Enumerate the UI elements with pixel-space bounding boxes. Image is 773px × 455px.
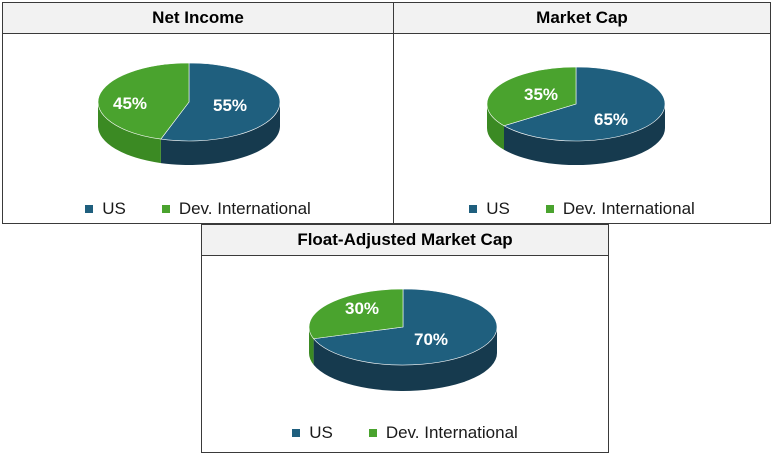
data-label-intl: 35% — [524, 85, 558, 104]
data-label-us: 70% — [414, 330, 448, 349]
legend-swatch-intl — [161, 205, 170, 213]
legend-swatch-intl — [545, 205, 554, 213]
pie-side-us — [160, 102, 280, 165]
legend-item-us: US — [85, 199, 126, 219]
pie-slice-us — [160, 62, 281, 142]
legend: US Dev. International — [202, 423, 608, 443]
legend-swatch-intl — [368, 429, 377, 437]
legend-label-us: US — [486, 199, 510, 218]
legend: US Dev. International — [394, 199, 770, 219]
legend-swatch-us — [292, 429, 301, 437]
chart-title: Net Income — [3, 3, 393, 34]
pie-slice-us — [503, 66, 666, 142]
pie-side-intl — [309, 327, 314, 365]
pie-slice-intl — [97, 62, 190, 140]
legend-item-intl: Dev. International — [161, 199, 311, 219]
legend-label-us: US — [309, 423, 333, 442]
legend-label-intl: Dev. International — [178, 199, 311, 218]
pie-side-us — [313, 327, 497, 391]
data-label-intl: 45% — [113, 94, 147, 113]
pie-slice-intl — [308, 288, 404, 340]
legend-label-us: US — [102, 199, 126, 218]
pie-slice-intl — [486, 66, 577, 127]
legend-label-intl: Dev. International — [385, 423, 518, 442]
chart-panel-market-cap: Market Cap 65% 35% US Dev. International — [393, 2, 771, 224]
chart-panel-net-income: Net Income 55% 45% US Dev. International — [2, 2, 394, 224]
pie-side-us — [503, 104, 665, 165]
legend-swatch-us — [85, 205, 94, 213]
legend-item-us: US — [469, 199, 510, 219]
data-label-us: 65% — [594, 110, 628, 129]
legend-item-us: US — [292, 423, 333, 443]
pie-chart: 55% 45% — [97, 62, 281, 165]
chart-title: Market Cap — [394, 3, 770, 34]
legend-swatch-us — [469, 205, 478, 213]
data-label-intl: 30% — [345, 299, 379, 318]
legend: US Dev. International — [3, 199, 393, 219]
pie-slice-us — [313, 288, 498, 366]
legend-label-intl: Dev. International — [562, 199, 695, 218]
chart-panel-float-adjusted: Float-Adjusted Market Cap 70% 30% US Dev.… — [201, 224, 609, 453]
pie-chart: 70% 30% — [308, 288, 498, 391]
data-label-us: 55% — [213, 96, 247, 115]
legend-item-intl: Dev. International — [368, 423, 518, 443]
legend-item-intl: Dev. International — [545, 199, 695, 219]
chart-title: Float-Adjusted Market Cap — [202, 225, 608, 256]
pie-chart: 65% 35% — [486, 66, 666, 165]
pie-side-intl — [98, 102, 161, 164]
